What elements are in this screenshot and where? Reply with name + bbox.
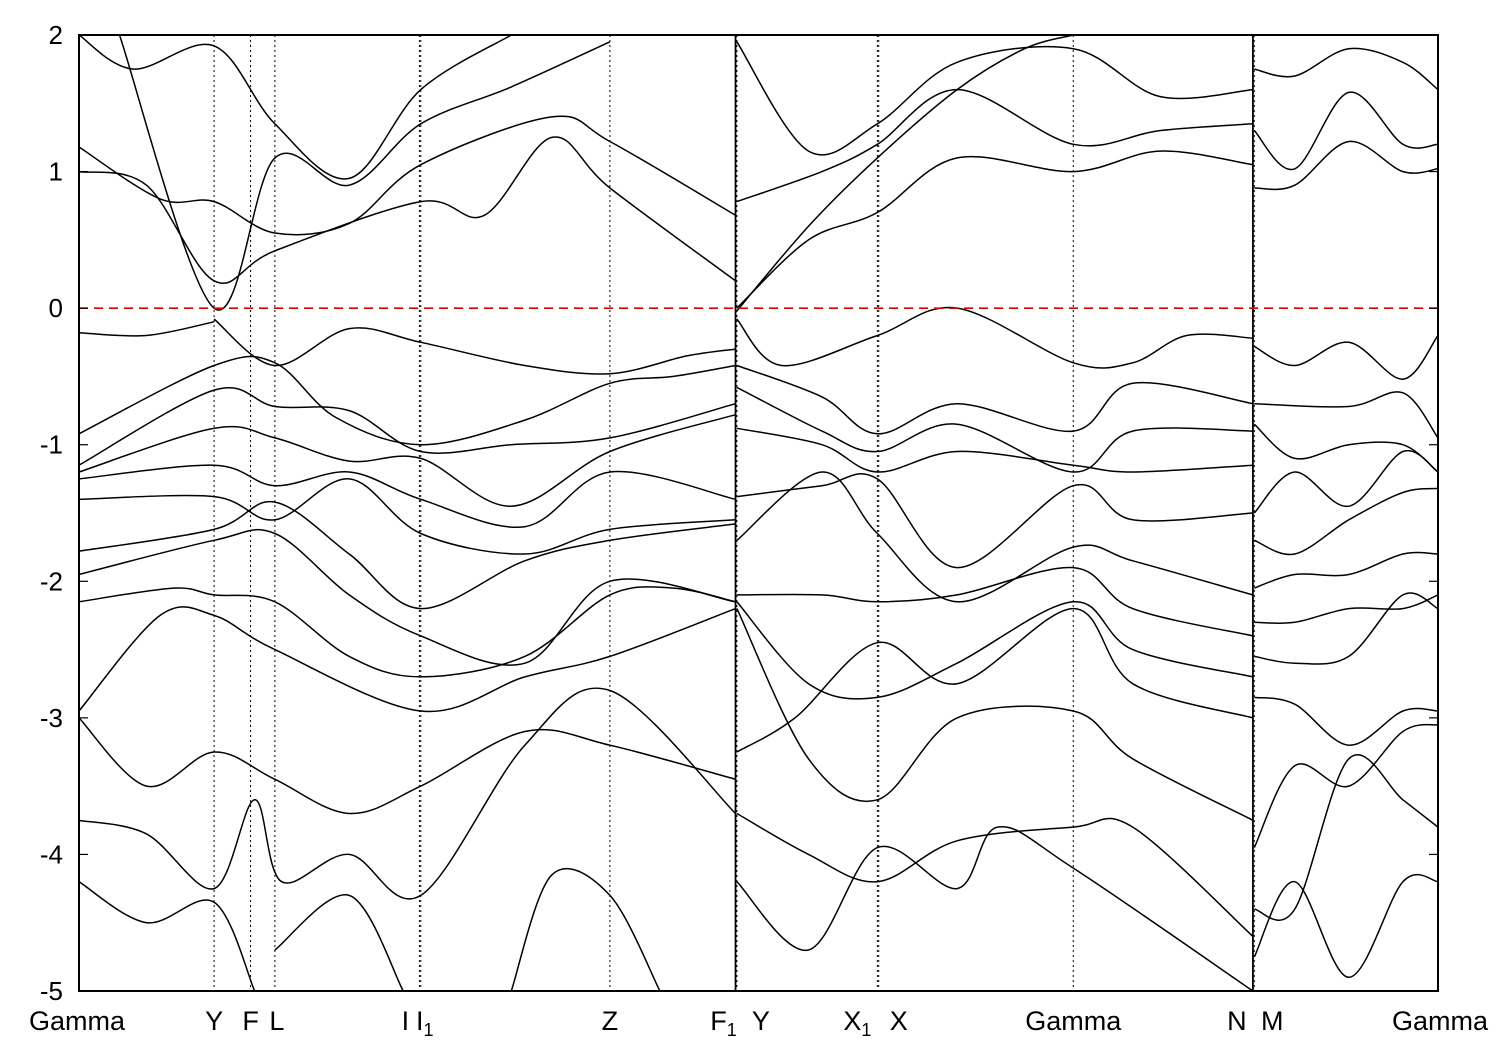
- kpoint-label-8: Y: [752, 1006, 770, 1036]
- kpoint-label-sub-7: 1: [727, 1020, 737, 1040]
- band-18: [274, 894, 404, 991]
- y-tick-label-1: 1: [49, 157, 63, 187]
- band-7: [79, 387, 736, 466]
- band-38: [1254, 140, 1438, 191]
- kpoint-label-4: I: [402, 1006, 410, 1036]
- band-2: [79, 136, 736, 284]
- kpoint-label-11: Gamma: [1025, 1006, 1122, 1036]
- band-46: [1254, 592, 1438, 665]
- kpoint-label-12: N: [1227, 1006, 1247, 1036]
- x-axis-kpoint-labels: Gamma Y F L I I1 Z F1 Y X1 X Gamma N M Gamma: [29, 1006, 1489, 1040]
- kpoint-label-2: F: [242, 1006, 259, 1036]
- plot-frame: [78, 34, 1439, 992]
- band-31: [736, 601, 1254, 700]
- band-33: [736, 608, 1254, 821]
- band-37: [1253, 91, 1438, 171]
- kpoint-label-0: Gamma: [29, 1006, 126, 1036]
- band-4: [118, 35, 611, 311]
- band-25: [736, 364, 1254, 435]
- y-tick-label-6: -4: [40, 839, 63, 869]
- band-0: [79, 321, 215, 337]
- band-29: [736, 471, 1254, 603]
- band-28: [736, 473, 1253, 569]
- band-19: [510, 868, 661, 991]
- band-12: [79, 528, 736, 666]
- band-17: [79, 881, 256, 991]
- band-43: [1254, 487, 1438, 556]
- band-curves: [79, 35, 1438, 991]
- y-tick-label-0: 2: [49, 20, 63, 50]
- band-22: [736, 88, 1253, 203]
- band-48: [1253, 723, 1438, 848]
- kpoint-label-14: Gamma: [1392, 1006, 1489, 1036]
- band-8: [79, 413, 736, 507]
- band-45: [1254, 594, 1438, 625]
- band-32: [736, 607, 1254, 753]
- band-44: [1254, 551, 1438, 589]
- band-39: [1253, 335, 1438, 380]
- band-9: [79, 464, 736, 529]
- band-42: [1253, 449, 1438, 514]
- y-tick-label-7: -5: [40, 976, 63, 1006]
- band-40: [1254, 391, 1438, 439]
- band-34: [736, 812, 1254, 937]
- band-35: [736, 825, 1254, 991]
- band-21: [736, 150, 1254, 309]
- k-point-lines: [213, 35, 1255, 991]
- band-20: [736, 35, 1074, 312]
- kpoint-label-sub-5: 1: [424, 1020, 434, 1040]
- band-26: [736, 386, 1253, 473]
- band-36: [1254, 47, 1438, 91]
- band-5: [79, 35, 512, 180]
- band-13: [79, 586, 736, 678]
- band-47: [1254, 696, 1438, 746]
- y-axis-ticks: 2 1 0 -1 -2 -3 -4 -5: [40, 20, 1438, 1006]
- y-tick-label-4: -2: [40, 566, 63, 596]
- band-49: [1254, 754, 1438, 921]
- band-23: [736, 41, 1253, 156]
- band-11: [79, 500, 736, 610]
- band-50: [1253, 873, 1438, 979]
- band-3: [79, 115, 736, 236]
- kpoint-label-10: X: [890, 1006, 908, 1036]
- y-tick-label-3: -1: [40, 430, 63, 460]
- band-10: [79, 478, 736, 555]
- band-6: [79, 355, 736, 446]
- kpoint-label-13: M: [1261, 1006, 1284, 1036]
- kpoint-label-sub-9: 1: [861, 1020, 871, 1040]
- kpoint-label-6: Z: [602, 1006, 619, 1036]
- kpoint-label-1: Y: [205, 1006, 223, 1036]
- band-27: [736, 427, 1253, 473]
- y-tick-label-5: -3: [40, 703, 63, 733]
- band-41: [1253, 423, 1438, 473]
- band-15: [79, 717, 736, 815]
- kpoint-label-3: L: [269, 1006, 284, 1036]
- band-24: [736, 306, 1253, 369]
- y-tick-label-2: 0: [49, 293, 63, 323]
- band-30: [736, 566, 1254, 637]
- band-14: [79, 606, 736, 713]
- band-16: [79, 687, 737, 900]
